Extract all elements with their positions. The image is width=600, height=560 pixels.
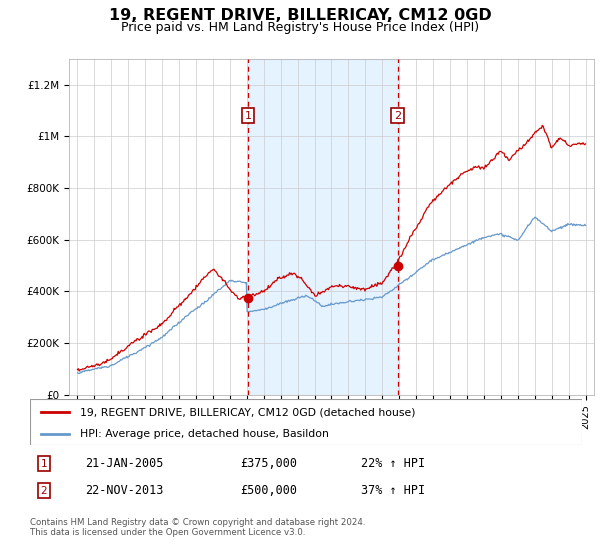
Text: 37% ↑ HPI: 37% ↑ HPI bbox=[361, 484, 425, 497]
Text: HPI: Average price, detached house, Basildon: HPI: Average price, detached house, Basi… bbox=[80, 429, 329, 439]
Text: 22-NOV-2013: 22-NOV-2013 bbox=[85, 484, 164, 497]
Text: Price paid vs. HM Land Registry's House Price Index (HPI): Price paid vs. HM Land Registry's House … bbox=[121, 21, 479, 34]
Text: 2: 2 bbox=[40, 486, 47, 496]
Text: 21-JAN-2005: 21-JAN-2005 bbox=[85, 457, 164, 470]
Text: 1: 1 bbox=[245, 111, 251, 120]
Text: 19, REGENT DRIVE, BILLERICAY, CM12 0GD (detached house): 19, REGENT DRIVE, BILLERICAY, CM12 0GD (… bbox=[80, 407, 415, 417]
Text: £375,000: £375,000 bbox=[240, 457, 297, 470]
Text: 22% ↑ HPI: 22% ↑ HPI bbox=[361, 457, 425, 470]
Text: Contains HM Land Registry data © Crown copyright and database right 2024.
This d: Contains HM Land Registry data © Crown c… bbox=[30, 518, 365, 538]
Text: 2: 2 bbox=[394, 111, 401, 120]
Text: 19, REGENT DRIVE, BILLERICAY, CM12 0GD: 19, REGENT DRIVE, BILLERICAY, CM12 0GD bbox=[109, 8, 491, 24]
Text: 1: 1 bbox=[40, 459, 47, 469]
Bar bbox=[248, 59, 398, 395]
Text: £500,000: £500,000 bbox=[240, 484, 297, 497]
